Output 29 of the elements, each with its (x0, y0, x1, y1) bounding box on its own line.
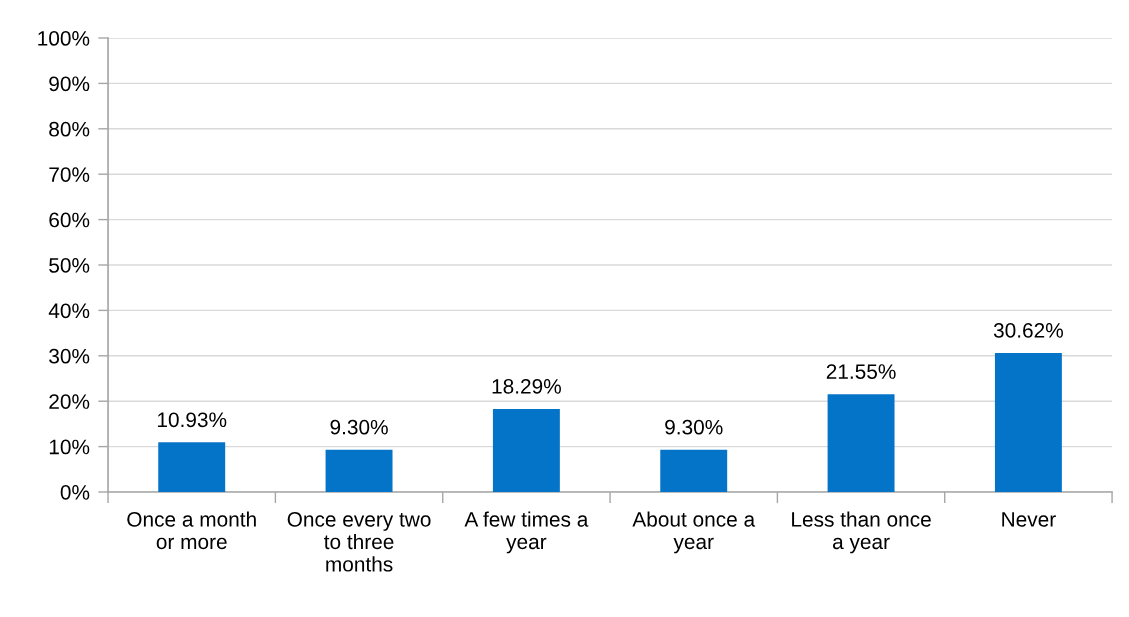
y-tick-label: 30% (49, 348, 90, 364)
y-tick-label: 40% (48, 303, 90, 319)
y-tick-label: 0% (60, 485, 90, 500)
x-tick-label: A few times a year (464, 511, 589, 554)
y-tick-label: 90% (49, 76, 90, 92)
data-label: 10.93% (157, 412, 227, 428)
data-label: 9.30% (665, 419, 723, 435)
x-tick-label: Never (1002, 512, 1056, 527)
bar (660, 449, 728, 492)
y-tick-label: 10% (49, 439, 90, 455)
x-tick-label: Less than once a year (792, 511, 931, 554)
bar (158, 442, 226, 492)
y-tick-label: 20% (49, 394, 90, 409)
x-tick-label: About once a year (632, 511, 756, 554)
y-tick-label: 70% (49, 167, 90, 182)
x-tick-label: Once a month or more (127, 511, 256, 550)
y-tick-label: 60% (49, 212, 90, 228)
bar (827, 394, 895, 492)
data-label: 9.30% (330, 419, 388, 435)
y-tick-label: 50% (49, 258, 90, 273)
bar (994, 352, 1062, 492)
data-label: 18.29% (492, 378, 561, 394)
data-label: 30.62% (993, 323, 1063, 338)
x-tick-label: Once every two to three months (287, 511, 431, 572)
y-tick-label: 100% (38, 31, 90, 46)
data-label: 21.55% (826, 364, 896, 379)
bar (325, 449, 393, 492)
bar (492, 408, 560, 492)
y-tick-label: 80% (49, 121, 90, 137)
